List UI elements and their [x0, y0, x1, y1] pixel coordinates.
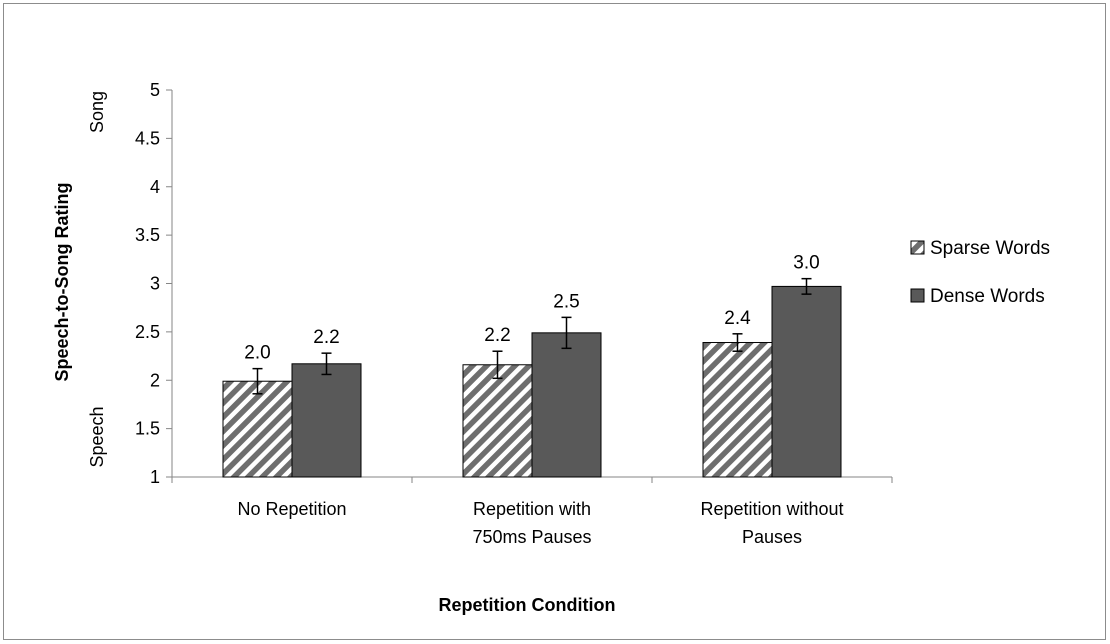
y-tick-label: 2.5	[135, 322, 160, 342]
y-anchor-speech: Speech	[87, 406, 107, 467]
x-category-label: No Repetition	[237, 499, 346, 519]
data-label: 2.4	[724, 308, 751, 329]
chart-frame	[3, 3, 1106, 640]
y-tick-label: 3	[150, 274, 160, 294]
dense-bar	[531, 332, 602, 478]
x-category-label: Repetition with	[473, 499, 591, 519]
y-tick-label: 1	[150, 467, 160, 487]
sparse-bar	[222, 380, 293, 478]
data-label: 2.2	[313, 327, 339, 348]
y-tick-label: 2	[150, 370, 160, 390]
data-labels: 2.0 2.2 2.4 2.2 2.5 3.0	[244, 253, 819, 364]
y-tick-label: 4.5	[135, 128, 160, 148]
legend: Sparse Words Dense Words	[910, 238, 1050, 307]
legend-label-dense: Dense Words	[930, 286, 1045, 307]
legend-swatch-sparse	[910, 240, 925, 255]
dense-bar	[771, 285, 842, 478]
x-category-label: 750ms Pauses	[472, 527, 591, 547]
legend-swatch-dense	[910, 288, 925, 303]
y-tick-label: 1.5	[135, 419, 160, 439]
legend-label-sparse: Sparse Words	[930, 238, 1050, 259]
bars	[222, 277, 842, 478]
dense-bar	[291, 363, 362, 478]
axes: 1 1.5 2 2.5 3 3.5 4 4.5 5 No Repetition Repetition…	[135, 80, 893, 547]
x-category-label: Repetition without	[700, 499, 843, 519]
y-anchor-song: Song	[87, 91, 107, 133]
y-axis-title: Speech-to-Song Rating	[52, 183, 72, 382]
data-label: 2.5	[553, 291, 579, 312]
y-tick-label: 4	[150, 177, 160, 197]
sparse-bar	[702, 342, 773, 478]
sparse-bar	[462, 364, 533, 478]
data-label: 2.0	[244, 343, 270, 364]
x-category-label: Pauses	[742, 527, 802, 547]
data-label: 3.0	[793, 253, 819, 274]
data-label: 2.2	[484, 325, 510, 346]
y-tick-label: 5	[150, 80, 160, 100]
y-tick-label: 3.5	[135, 225, 160, 245]
x-axis-title: Repetition Condition	[439, 595, 616, 615]
